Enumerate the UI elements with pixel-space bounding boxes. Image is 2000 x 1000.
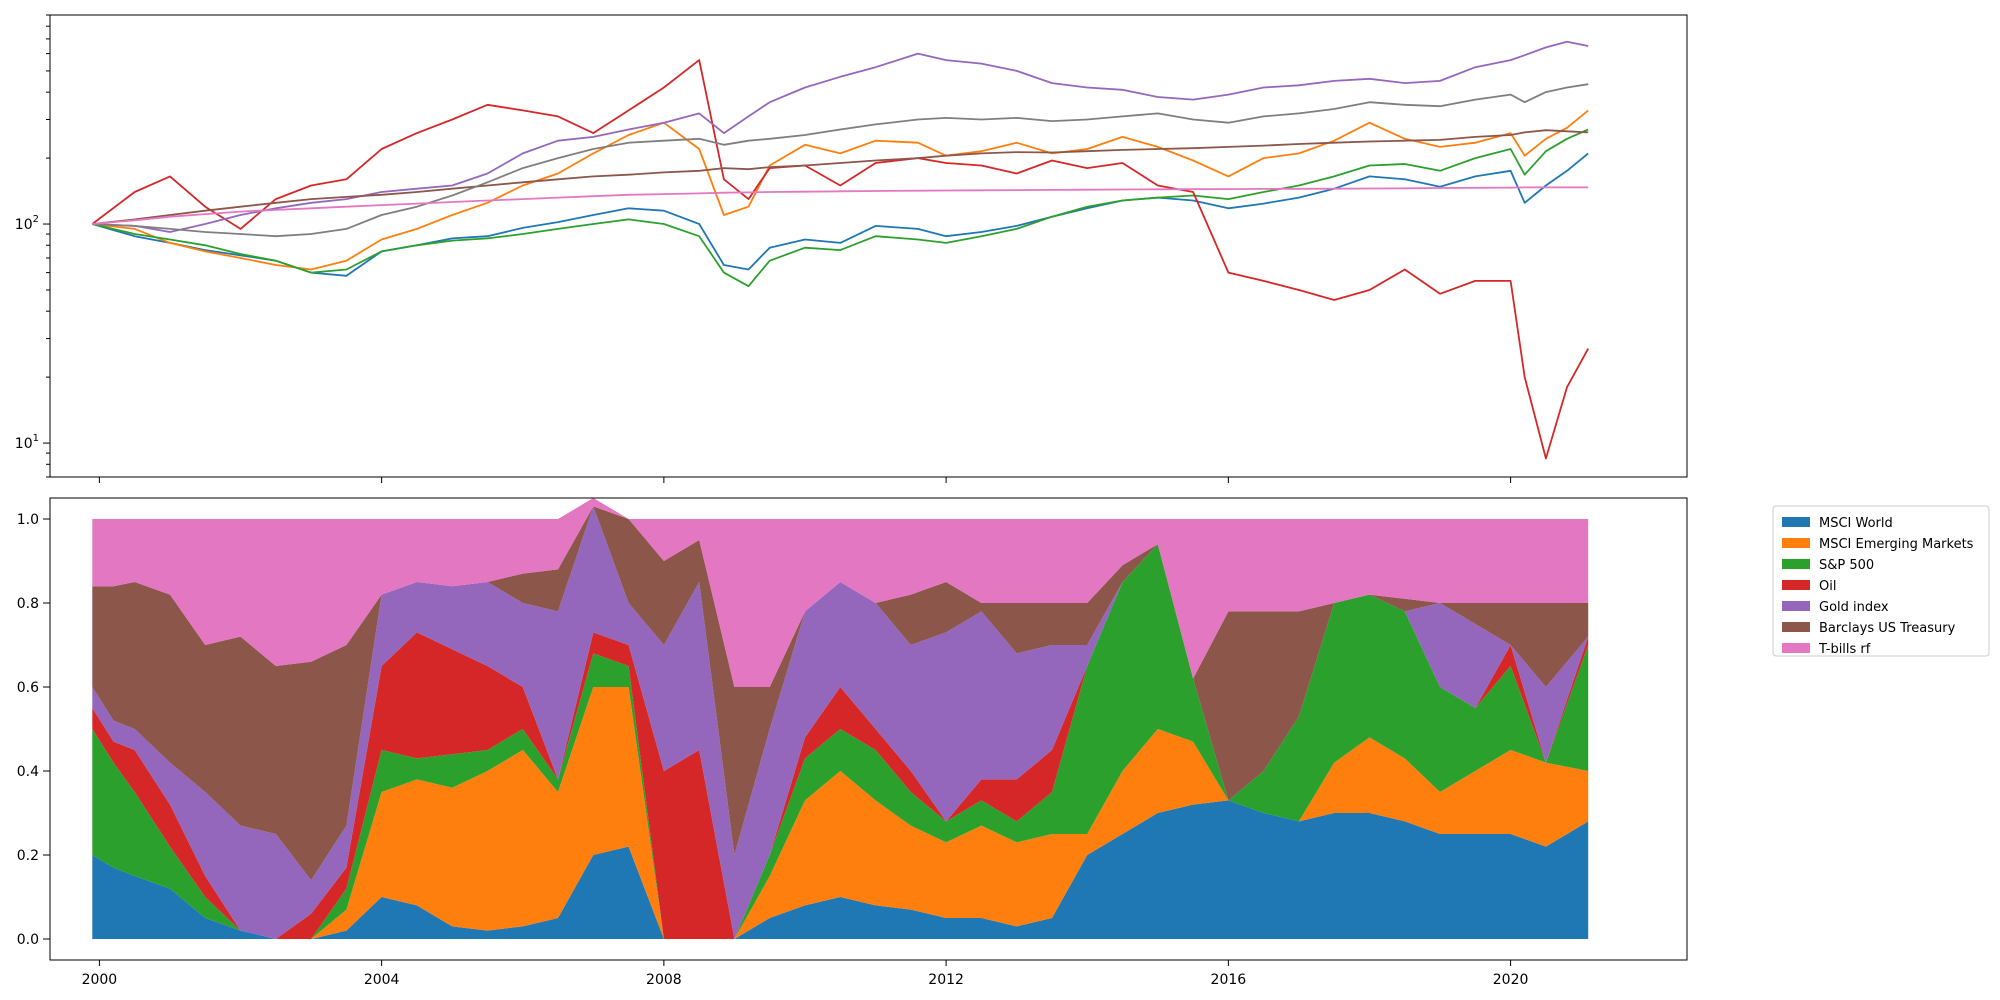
weight-area-s-p-500 (92, 544, 1589, 939)
y-tick-label-bottom: 0.4 (17, 764, 39, 780)
legend-swatch (1782, 559, 1810, 569)
legend-swatch (1782, 517, 1810, 527)
y-tick-label-base: 10 (15, 436, 33, 452)
x-tick-label: 2000 (82, 972, 118, 988)
legend-label: Barclays US Treasury (1819, 621, 1956, 636)
legend-swatch (1782, 580, 1810, 590)
legend-label: S&P 500 (1819, 558, 1874, 573)
y-tick-label: 102 (15, 214, 39, 233)
price-line-series-0 (92, 152, 1589, 277)
price-line-series-6 (92, 83, 1589, 238)
price-line-series-1 (92, 109, 1589, 271)
weight-area-t-bills-rf (92, 498, 1589, 687)
legend-swatch (1782, 601, 1810, 611)
top-plot-area (50, 15, 1687, 477)
legend-label: MSCI World (1819, 516, 1893, 531)
y-tick-label-bottom: 0.6 (17, 680, 39, 696)
legend-label: Oil (1819, 579, 1836, 594)
x-tick-label: 2012 (928, 972, 964, 988)
weight-area-msci-emerging-markets (92, 687, 1589, 939)
legend-swatch (1782, 643, 1810, 653)
weight-area-msci-world (92, 800, 1589, 939)
weight-area-gold-index (92, 506, 1589, 939)
price-line-series-5 (92, 129, 1589, 225)
legend-label: Gold index (1819, 600, 1889, 615)
legend-box (1772, 505, 1990, 657)
weight-area-barclays-us-treasury (92, 506, 1589, 881)
legend: MSCI World MSCI Emerging Markets S&P 500 Oi… (1772, 505, 1990, 657)
legend-label: T-bills rf (1818, 642, 1871, 657)
legend-swatch (1782, 622, 1810, 632)
price-line-series-2 (92, 128, 1589, 288)
x-tick-label: 2016 (1211, 972, 1247, 988)
y-tick-label-bottom: 1.0 (17, 512, 39, 528)
legend-swatch (1782, 538, 1810, 548)
y-tick-label-bottom: 0.8 (17, 596, 39, 612)
y-tick-label-bottom: 0.0 (17, 932, 39, 948)
x-tick-label: 2020 (1493, 972, 1529, 988)
bottom-panel-weights: 0.0 0.2 0.4 0.6 0.8 1.0 2000 2004 2008 2012 2016 20… (17, 497, 1688, 988)
top-axes-frame (49, 14, 1688, 478)
y-tick-label: 101 (15, 433, 39, 452)
y-tick-label-bottom: 0.2 (17, 848, 39, 864)
bottom-axes-frame (49, 497, 1688, 961)
y-tick-label-exponent: 1 (33, 433, 39, 444)
weight-area-oil (92, 544, 1589, 939)
price-line-series-3 (91, 59, 1589, 460)
x-tick-label: 2004 (364, 972, 400, 988)
legend-label: MSCI Emerging Markets (1819, 537, 1974, 552)
x-tick-label: 2008 (646, 972, 682, 988)
y-tick-label-exponent: 2 (33, 214, 39, 225)
y-tick-label-base: 10 (15, 217, 33, 233)
price-line-series-7 (92, 186, 1589, 225)
